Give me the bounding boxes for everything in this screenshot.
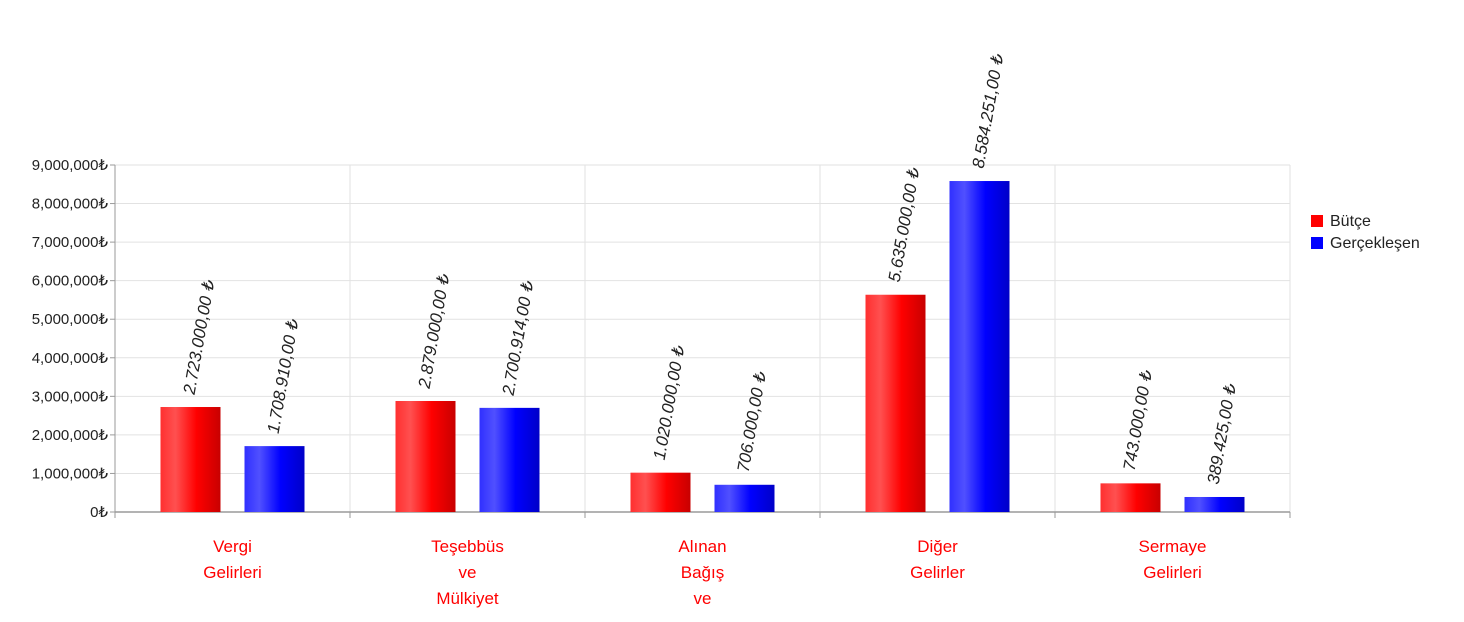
legend-swatch <box>1311 237 1323 249</box>
y-tick-label: 2,000,000₺ <box>32 427 109 444</box>
data-label: 743.000,00 ₺ <box>1120 368 1156 472</box>
data-label: 1.708.910,00 ₺ <box>264 317 303 435</box>
x-category-label: Teşebbüs <box>431 537 504 556</box>
y-tick-label: 3,000,000₺ <box>32 388 109 405</box>
y-tick-label: 7,000,000₺ <box>32 234 109 251</box>
y-tick-label: 0₺ <box>90 504 108 521</box>
y-tick-label: 4,000,000₺ <box>32 350 109 367</box>
data-label: 389.425,00 ₺ <box>1204 382 1240 486</box>
bars <box>160 181 1245 513</box>
x-category-label: ve <box>459 563 477 582</box>
y-tick-label: 1,000,000₺ <box>32 465 109 482</box>
data-labels: 2.723.000,00 ₺ 2.879.000,00 ₺ 1.020.000,00… <box>180 52 1241 485</box>
bar-gerceklesen <box>949 181 1010 513</box>
x-category-label: Gelirler <box>910 563 965 582</box>
grid-lines <box>115 164 1291 512</box>
legend: Bütçe Gerçekleşen <box>1311 213 1420 252</box>
bar-gerceklesen <box>1184 496 1245 512</box>
bar-butce <box>395 400 456 512</box>
x-category-label: Gelirleri <box>203 563 262 582</box>
y-tick-label: 8,000,000₺ <box>32 196 109 213</box>
x-category-label: Diğer <box>917 537 958 556</box>
x-category-label: Vergi <box>213 537 252 556</box>
bar-butce <box>1100 483 1161 512</box>
y-tick-label: 9,000,000₺ <box>32 157 109 174</box>
data-label: 2.723.000,00 ₺ <box>180 278 219 397</box>
bar-gerceklesen <box>714 484 775 512</box>
y-tick-label: 5,000,000₺ <box>32 311 109 328</box>
bar-butce <box>160 407 221 512</box>
bar-gerceklesen <box>244 446 305 512</box>
legend-swatch <box>1311 215 1323 227</box>
x-category-label: ve <box>694 589 712 608</box>
bar-gerceklesen <box>479 407 540 512</box>
x-category-label: Sermaye <box>1138 537 1206 556</box>
x-category-label: Bağış <box>681 563 724 582</box>
bar-butce <box>865 294 926 512</box>
bar-butce <box>630 472 691 512</box>
axes: 0₺ 1,000,000₺ 2,000,000₺ 3,000,000₺ 4,000,00… <box>32 157 1291 521</box>
data-label: 8.584.251,00 ₺ <box>969 52 1008 170</box>
data-label: 1.020.000,00 ₺ <box>650 344 689 462</box>
data-label: 706.000,00 ₺ <box>734 370 770 474</box>
data-label: 5.635.000,00 ₺ <box>885 166 924 284</box>
x-axis-categories: Vergi Gelirleri Teşebbüs ve Mülkiyet Alınan Ba… <box>203 537 1206 608</box>
x-category-label: Gelirleri <box>1143 563 1202 582</box>
data-label: 2.879.000,00 ₺ <box>415 272 454 391</box>
legend-label: Bütçe <box>1330 213 1371 230</box>
x-category-label: Alınan <box>678 537 726 556</box>
legend-label: Gerçekleşen <box>1330 235 1420 252</box>
x-category-label: Mülkiyet <box>436 589 499 608</box>
y-tick-label: 6,000,000₺ <box>32 273 109 290</box>
data-label: 2.700.914,00 ₺ <box>499 279 538 398</box>
